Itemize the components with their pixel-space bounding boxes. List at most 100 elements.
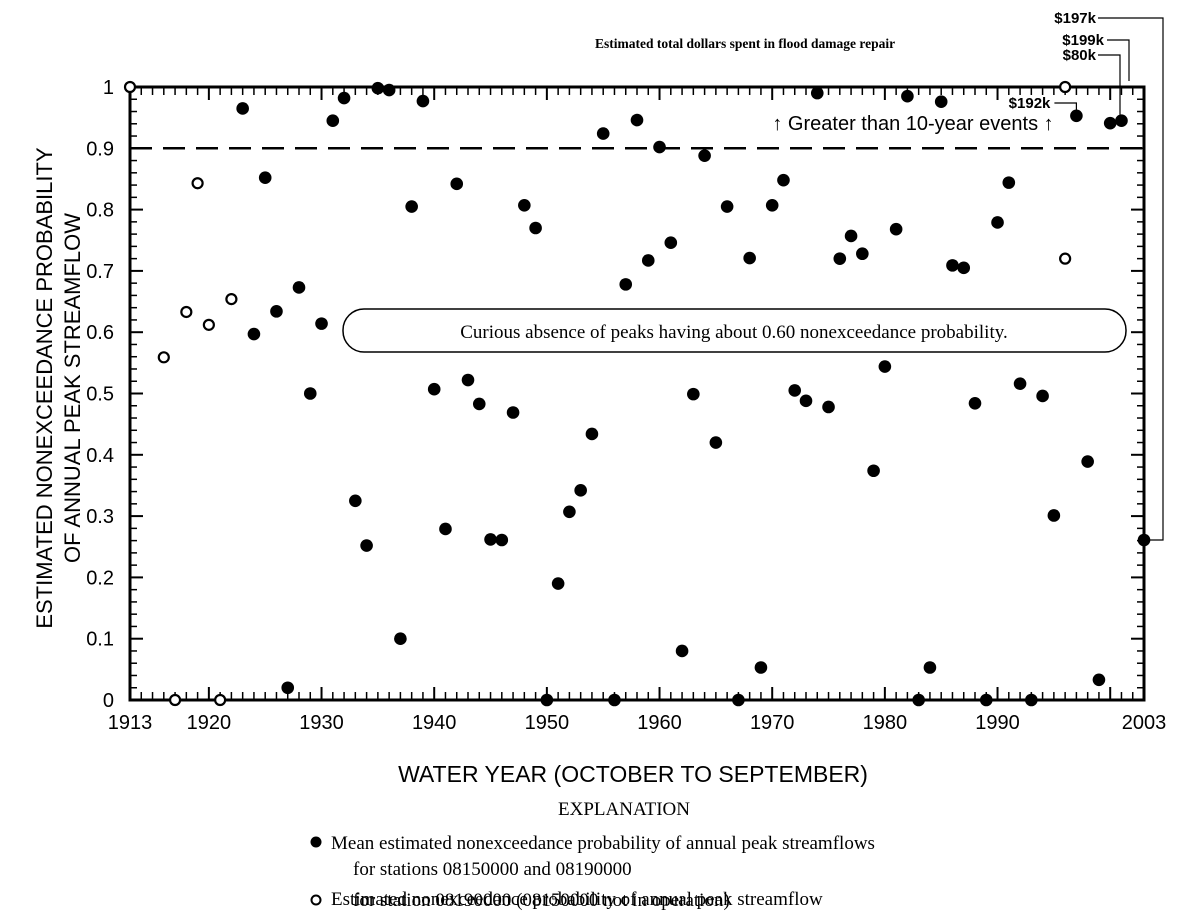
damage-leader-line [1054,102,1078,110]
damage-leader-line [1107,39,1130,81]
filled-point [585,427,599,441]
filled-point [495,533,509,547]
damage-label: $199k [1062,32,1104,49]
filled-point [889,222,903,236]
filled-point [946,259,959,272]
filled-point [394,632,407,645]
damage-repair-title: Estimated total dollars spent in flood d… [595,36,895,51]
legend-item-2-line2: for station 08190000 (08150000 not in op… [353,890,730,911]
open-point [123,80,137,94]
filled-point [675,644,689,658]
filled-point [901,89,914,103]
filled-point [596,127,610,140]
damage-label: $197k [1054,10,1096,27]
filled-point [1047,509,1061,522]
filled-point [1013,377,1027,390]
filled-point [822,400,835,414]
y-tick-label: 0.3 [86,506,114,528]
y-tick-label: 0.4 [86,445,114,467]
filled-point [867,464,880,478]
filled-point [461,373,475,387]
filled-point [1025,693,1038,707]
filled-point [833,252,847,265]
axis-ticks [129,86,1145,701]
open-point [202,318,215,331]
filled-point [292,281,306,294]
y-tick-label: 0.5 [86,384,114,406]
legend-open-marker [310,894,322,906]
filled-point [484,533,497,546]
filled-point [506,406,520,419]
damage-leader-line [1098,54,1121,115]
filled-point [281,681,295,695]
filled-point [1002,176,1016,189]
open-point [191,177,204,190]
filled-point [743,251,756,265]
filled-point [934,95,948,109]
filled-point [337,91,351,105]
x-tick-label: 1960 [637,712,682,734]
legend-item-2-line1: Estimated nonexceedance probability of a… [331,889,823,910]
filled-point [574,484,587,497]
open-point [1059,252,1072,265]
filled-point [653,140,666,154]
filled-point [912,693,925,707]
filled-point [979,693,993,707]
filled-point [1137,533,1151,547]
legend-item-1-line2: for stations 08150000 and 08190000 [353,859,632,880]
filled-point [720,200,734,213]
filled-point [788,384,802,397]
filled-point [315,317,328,330]
filled-point [416,94,430,108]
y-tick-label: 0 [103,690,114,712]
filled-point [754,661,768,674]
filled-point [991,216,1004,229]
filled-point [326,114,340,128]
filled-point [258,171,272,185]
filled-point [518,199,531,212]
filled-point [732,693,745,707]
filled-point [1081,455,1094,468]
filled-point [687,387,700,401]
annotation-text: Curious absence of peaks having about 0.… [460,322,1007,343]
legend-filled-marker [310,836,322,848]
filled-point [540,693,554,707]
y-tick-label: 0.2 [86,567,114,589]
filled-point [529,221,542,235]
legend-title: EXPLANATION [558,799,690,820]
filled-point [1103,116,1117,130]
filled-point [878,360,892,373]
filled-point [630,113,644,127]
open-point [157,351,170,364]
x-tick-label: 2003 [1122,712,1167,734]
filled-point [698,149,711,162]
filled-point [303,387,317,400]
filled-point [270,305,283,318]
x-tick-label: 1990 [975,712,1020,734]
open-point [180,305,193,319]
legend-item-1-line1: Mean estimated nonexceedance probability… [331,833,875,854]
filled-point [844,229,858,243]
filled-point [957,261,971,275]
y-tick-label: 1 [103,77,114,99]
annotation-box [342,308,1127,353]
open-point [214,693,227,707]
filled-point [427,382,441,396]
threshold-label: ↑ Greater than 10-year events ↑ [772,113,1053,135]
damage-label: $192k [1009,95,1051,112]
y-tick-label: 0.8 [86,200,114,222]
filled-point [247,327,261,341]
filled-point [563,505,576,519]
filled-point [923,661,937,674]
filled-point [1070,109,1083,123]
filled-point [405,200,418,213]
damage-callouts: $192k $197k $199k$80k [1009,10,1164,541]
filled-point [968,397,982,410]
filled-point [810,86,824,100]
open-point [1059,80,1072,94]
filled-point [472,397,486,411]
x-tick-label: 1913 [108,712,153,734]
x-tick-label: 1930 [299,712,344,734]
filled-point [1092,673,1106,687]
